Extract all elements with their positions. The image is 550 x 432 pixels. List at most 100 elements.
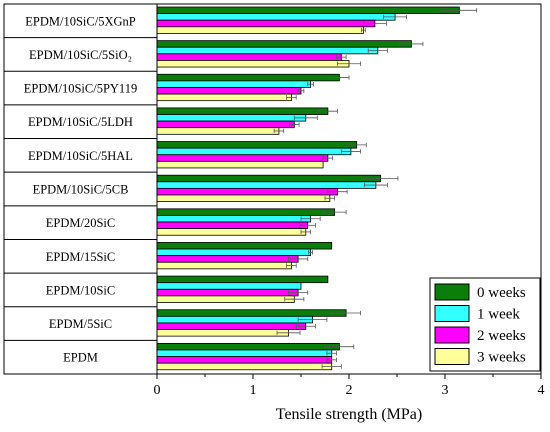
bar bbox=[156, 208, 336, 216]
error-bar bbox=[322, 155, 334, 161]
bar bbox=[156, 295, 295, 303]
error-bar bbox=[288, 256, 309, 262]
error-bar bbox=[331, 310, 361, 316]
bar bbox=[156, 13, 396, 21]
error-bar bbox=[322, 209, 347, 215]
bar bbox=[156, 356, 333, 364]
error-bar bbox=[361, 27, 366, 33]
bar bbox=[156, 46, 379, 55]
bar bbox=[156, 93, 292, 102]
error-bar bbox=[337, 61, 361, 66]
error-bar bbox=[441, 8, 478, 13]
error-bar bbox=[362, 21, 387, 26]
error-bar bbox=[336, 54, 347, 60]
legend-swatch bbox=[434, 283, 470, 301]
bar bbox=[156, 242, 333, 250]
bar bbox=[156, 255, 299, 263]
category-label-panel: EPDM/10SiC/5XGnP EPDM/10SiC/5SiO₂ EPDM/10S… bbox=[3, 3, 158, 375]
error-bar bbox=[317, 109, 338, 114]
error-bar bbox=[276, 330, 301, 336]
error-bar bbox=[288, 290, 309, 295]
bar bbox=[156, 26, 364, 34]
x-axis-title: Tensile strength (MPa) bbox=[276, 406, 422, 423]
bar bbox=[156, 187, 338, 196]
error-bar bbox=[329, 75, 350, 80]
bar bbox=[156, 174, 382, 183]
bar bbox=[156, 107, 329, 115]
error-bar bbox=[326, 351, 337, 356]
error-bar bbox=[326, 357, 337, 363]
bar bbox=[156, 127, 280, 135]
bar bbox=[156, 6, 460, 14]
x-tick-label: 2 bbox=[346, 383, 353, 398]
bar bbox=[156, 362, 333, 371]
bar bbox=[156, 215, 312, 223]
category-label: EPDM/10SiC/5XGnP bbox=[25, 14, 135, 28]
error-bar bbox=[399, 41, 424, 47]
x-axis-ticks: 0 1 2 3 4 bbox=[154, 374, 545, 398]
error-bar bbox=[300, 216, 321, 221]
category-panel-border bbox=[3, 3, 158, 375]
bar bbox=[156, 19, 376, 28]
error-bar bbox=[324, 344, 355, 349]
x-tick-label: 4 bbox=[538, 383, 545, 398]
error-bar bbox=[362, 176, 399, 181]
error-bar bbox=[340, 149, 361, 154]
category-label: EPDM/10SiC/5CB bbox=[33, 183, 129, 197]
bar bbox=[156, 141, 358, 149]
legend-label: 0 weeks bbox=[477, 285, 526, 301]
error-bar bbox=[346, 142, 367, 148]
error-bar bbox=[295, 324, 316, 329]
error-bar bbox=[286, 263, 297, 268]
error-bar bbox=[293, 115, 318, 121]
bar bbox=[156, 73, 340, 82]
bar bbox=[156, 342, 340, 351]
bar bbox=[156, 194, 331, 202]
bar bbox=[156, 288, 299, 297]
bar bbox=[156, 87, 302, 95]
error-bar bbox=[297, 317, 328, 322]
error-bar bbox=[286, 95, 297, 100]
error-bar bbox=[383, 14, 408, 20]
category-label: EPDM/10SiC/5LDH bbox=[28, 115, 133, 129]
error-bar bbox=[297, 88, 305, 93]
error-bar bbox=[284, 296, 305, 302]
x-tick-label: 1 bbox=[250, 383, 257, 398]
error-bar bbox=[299, 223, 316, 228]
legend-label: 1 week bbox=[477, 307, 520, 323]
error-bar bbox=[324, 196, 336, 201]
legend-swatch bbox=[434, 348, 470, 365]
error-bar bbox=[300, 229, 312, 235]
category-label: EPDM/10SiC bbox=[46, 283, 115, 297]
category-label: EPDM/10SiC/5HAL bbox=[28, 149, 133, 163]
bar bbox=[156, 228, 307, 236]
bar bbox=[156, 114, 307, 122]
bars-layer bbox=[156, 6, 478, 371]
error-bar bbox=[367, 48, 388, 53]
bar bbox=[156, 147, 352, 156]
error-bar bbox=[289, 122, 300, 127]
bar bbox=[156, 120, 295, 129]
error-bar bbox=[321, 364, 342, 369]
error-bar bbox=[363, 182, 388, 188]
bar bbox=[156, 160, 324, 169]
x-tick-label: 0 bbox=[154, 383, 161, 398]
legend-swatch bbox=[434, 305, 470, 322]
category-label: EPDM/10SiC/5SiO₂ bbox=[29, 48, 132, 62]
category-label: EPDM bbox=[63, 351, 98, 365]
category-label: EPDM/15SiC bbox=[46, 250, 115, 264]
legend: 0 weeks 1 week 2 weeks 3 weeks bbox=[429, 277, 541, 372]
bar bbox=[156, 154, 329, 162]
bar bbox=[156, 261, 292, 270]
legend-label: 2 weeks bbox=[477, 328, 526, 344]
category-label: EPDM/10SiC/5PY119 bbox=[24, 82, 137, 96]
bar bbox=[156, 275, 329, 284]
bar bbox=[156, 53, 342, 61]
category-label: EPDM/5SiC bbox=[49, 317, 112, 331]
legend-label: 3 weeks bbox=[477, 350, 526, 366]
bar bbox=[156, 329, 289, 337]
bar bbox=[156, 309, 347, 317]
bar bbox=[156, 221, 309, 230]
bar bbox=[156, 40, 412, 48]
